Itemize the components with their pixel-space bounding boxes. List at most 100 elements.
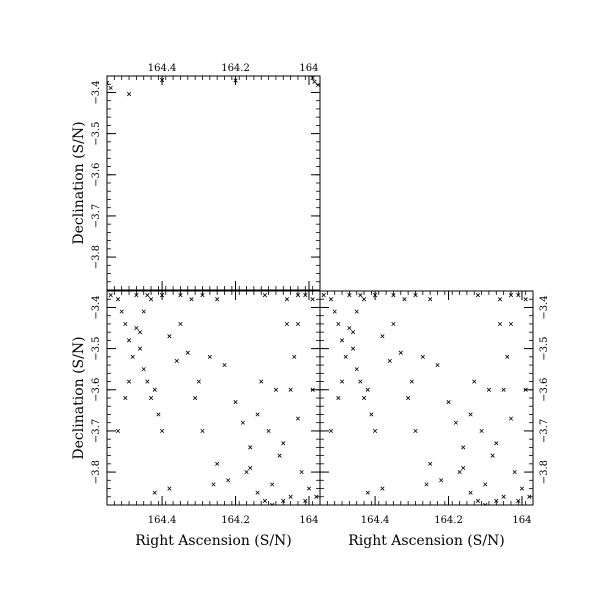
data-point <box>497 321 503 327</box>
data-point <box>137 346 143 351</box>
data-point <box>126 92 132 97</box>
data-point <box>413 428 418 434</box>
x-tick-label: 164.2 <box>221 63 250 74</box>
data-point <box>123 321 128 327</box>
data-point <box>516 293 521 298</box>
y-tick-label: −3.6 <box>91 378 102 402</box>
data-point <box>369 412 374 417</box>
data-point <box>387 358 392 364</box>
data-point <box>505 354 510 359</box>
data-point <box>398 350 403 355</box>
data-point <box>156 412 161 417</box>
x-tick-label: 164 <box>512 515 531 526</box>
y-tick-label: −3.4 <box>91 295 102 319</box>
data-point <box>512 469 517 475</box>
data-point <box>468 412 473 417</box>
x-tick-label: 164 <box>299 63 318 74</box>
data-point <box>310 297 315 302</box>
data-point <box>288 387 293 392</box>
data-point <box>527 494 532 499</box>
data-point <box>145 379 150 384</box>
data-point <box>316 82 320 88</box>
data-point <box>373 293 378 298</box>
x-tick-label: 164.2 <box>434 515 463 526</box>
data-point <box>273 387 279 392</box>
data-point <box>284 297 290 302</box>
data-point <box>310 76 315 81</box>
data-point <box>126 379 132 384</box>
y-tick-label: −3.5 <box>539 336 550 360</box>
data-point <box>270 482 275 487</box>
y-tick-label: −3.8 <box>91 245 102 269</box>
data-point <box>365 490 370 495</box>
data-point <box>266 428 271 434</box>
data-point <box>332 309 337 314</box>
data-point <box>406 395 411 401</box>
y-tick-label: −3.5 <box>91 121 102 145</box>
data-point <box>501 494 506 499</box>
y-tick-label: −3.6 <box>539 378 550 402</box>
data-point <box>486 387 492 392</box>
data-point <box>361 395 367 401</box>
data-point <box>336 395 341 401</box>
data-point <box>461 445 466 450</box>
data-point <box>328 428 334 434</box>
data-point <box>108 293 113 298</box>
data-point <box>222 362 227 368</box>
data-point <box>262 293 267 298</box>
data-point <box>130 354 135 359</box>
data-point <box>468 490 473 495</box>
plot-frame <box>106 75 321 291</box>
data-point <box>281 498 286 503</box>
x-tick-label: 164.2 <box>221 515 250 526</box>
data-point <box>303 293 308 298</box>
data-point <box>303 498 308 503</box>
data-point <box>453 420 458 425</box>
data-point <box>107 80 110 86</box>
data-point <box>508 416 514 421</box>
data-point <box>255 490 260 495</box>
data-point <box>226 478 231 483</box>
data-point <box>497 297 503 302</box>
data-point <box>339 338 345 343</box>
data-point <box>167 334 172 339</box>
data-point <box>523 387 528 392</box>
data-point <box>343 354 348 359</box>
data-point <box>141 309 146 314</box>
data-point <box>336 321 341 327</box>
data-point <box>413 293 418 298</box>
data-point <box>207 354 212 359</box>
data-point <box>137 330 143 335</box>
data-point <box>215 297 220 302</box>
data-point <box>145 293 150 298</box>
data-point <box>439 478 444 483</box>
data-point <box>508 321 514 327</box>
data-point <box>152 387 157 392</box>
data-point <box>281 441 286 446</box>
data-point <box>174 358 179 364</box>
data-point <box>233 400 238 405</box>
data-point <box>494 498 499 503</box>
y-tick-label: −3.4 <box>539 295 550 319</box>
data-point <box>501 387 506 392</box>
data-point <box>350 330 356 335</box>
data-point <box>483 502 488 505</box>
data-point <box>519 486 525 491</box>
panel-bottom-left: 164.4 164.2 164 −3.4 −3.5 −3.6 −3.7 −3.8 Right A… <box>71 290 321 549</box>
data-point <box>270 502 275 505</box>
data-point <box>295 321 301 327</box>
data-point <box>457 469 462 475</box>
data-point <box>391 293 396 298</box>
data-point <box>424 482 429 487</box>
data-point <box>123 395 128 401</box>
data-point <box>494 441 499 446</box>
data-point <box>200 293 205 298</box>
y-tick-label: −3.5 <box>91 336 102 360</box>
data-point <box>516 498 521 503</box>
data-point <box>475 498 480 503</box>
data-point <box>472 379 477 384</box>
data-point <box>196 379 201 384</box>
data-point <box>167 486 172 491</box>
data-point <box>490 453 495 458</box>
data-point <box>255 412 260 417</box>
